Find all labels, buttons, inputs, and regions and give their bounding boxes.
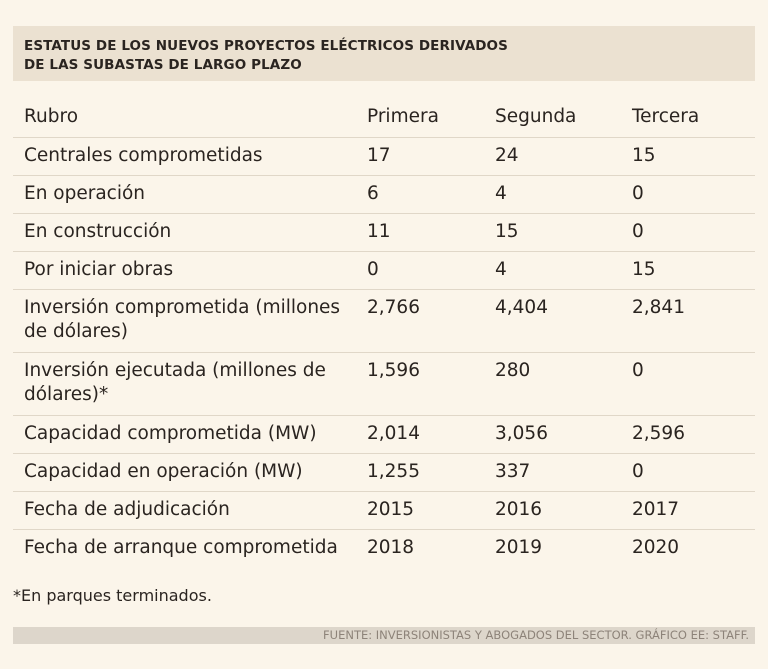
cell-tercera: 2,841 <box>619 289 755 353</box>
cell-primera: 2,014 <box>354 415 482 454</box>
footnote: *En parques terminados. <box>13 586 212 605</box>
cell-tercera: 2020 <box>619 529 755 567</box>
source-credit: FUENTE: INVERSIONISTAS Y ABOGADOS DEL SE… <box>13 627 755 644</box>
cell-segunda: 24 <box>482 137 619 176</box>
projects-table: Rubro Primera Segunda Tercera Centrales … <box>13 96 755 567</box>
table-row: Inversión comprometida (millones de dóla… <box>13 289 755 353</box>
cell-primera: 2018 <box>354 529 482 567</box>
cell-primera: 1,255 <box>354 453 482 492</box>
row-label: En operación <box>13 175 354 214</box>
cell-tercera: 0 <box>619 352 755 416</box>
header-rubro: Rubro <box>24 106 79 127</box>
table-header-row: Rubro Primera Segunda Tercera <box>13 96 755 138</box>
header-segunda: Segunda <box>495 106 577 127</box>
cell-segunda: 4 <box>482 251 619 290</box>
table-row: En operación 6 4 0 <box>13 175 755 214</box>
cell-segunda: 15 <box>482 213 619 252</box>
row-label: Inversión ejecutada (millones de dólares… <box>13 352 354 416</box>
table-row: Por iniciar obras 0 4 15 <box>13 251 755 290</box>
cell-primera: 2015 <box>354 491 482 530</box>
cell-primera: 17 <box>354 137 482 176</box>
row-label: En construcción <box>13 213 354 252</box>
header-tercera: Tercera <box>632 106 700 127</box>
table-row: Capacidad en operación (MW) 1,255 337 0 <box>13 453 755 492</box>
row-label: Fecha de adjudicación <box>13 491 354 530</box>
cell-tercera: 2017 <box>619 491 755 530</box>
cell-segunda: 4 <box>482 175 619 214</box>
row-label: Centrales comprometidas <box>13 137 354 176</box>
cell-tercera: 0 <box>619 175 755 214</box>
cell-primera: 6 <box>354 175 482 214</box>
cell-primera: 2,766 <box>354 289 482 353</box>
cell-segunda: 2016 <box>482 491 619 530</box>
cell-primera: 0 <box>354 251 482 290</box>
title-line-1: ESTATUS DE LOS NUEVOS PROYECTOS ELÉCTRIC… <box>24 38 508 54</box>
table-row: Fecha de adjudicación 2015 2016 2017 <box>13 491 755 530</box>
row-label: Capacidad en operación (MW) <box>13 453 354 492</box>
cell-segunda: 2019 <box>482 529 619 567</box>
row-label: Por iniciar obras <box>13 251 354 290</box>
title-line-2: DE LAS SUBASTAS DE LARGO PLAZO <box>24 57 302 73</box>
cell-tercera: 15 <box>619 251 755 290</box>
row-label: Fecha de arranque comprometida <box>13 529 354 567</box>
row-label: Capacidad comprometida (MW) <box>13 415 354 454</box>
cell-tercera: 0 <box>619 453 755 492</box>
table-row: Inversión ejecutada (millones de dólares… <box>13 352 755 416</box>
title-bar: ESTATUS DE LOS NUEVOS PROYECTOS ELÉCTRIC… <box>13 26 755 81</box>
cell-tercera: 15 <box>619 137 755 176</box>
cell-primera: 11 <box>354 213 482 252</box>
cell-segunda: 337 <box>482 453 619 492</box>
table-row: En construcción 11 15 0 <box>13 213 755 252</box>
cell-segunda: 280 <box>482 352 619 416</box>
cell-segunda: 3,056 <box>482 415 619 454</box>
row-label: Inversión comprometida (millones de dóla… <box>13 289 354 353</box>
cell-primera: 1,596 <box>354 352 482 416</box>
cell-tercera: 2,596 <box>619 415 755 454</box>
table-row: Fecha de arranque comprometida 2018 2019… <box>13 529 755 567</box>
table-row: Capacidad comprometida (MW) 2,014 3,056 … <box>13 415 755 454</box>
header-primera: Primera <box>367 106 439 127</box>
cell-tercera: 0 <box>619 213 755 252</box>
table-row: Centrales comprometidas 17 24 15 <box>13 137 755 176</box>
cell-segunda: 4,404 <box>482 289 619 353</box>
